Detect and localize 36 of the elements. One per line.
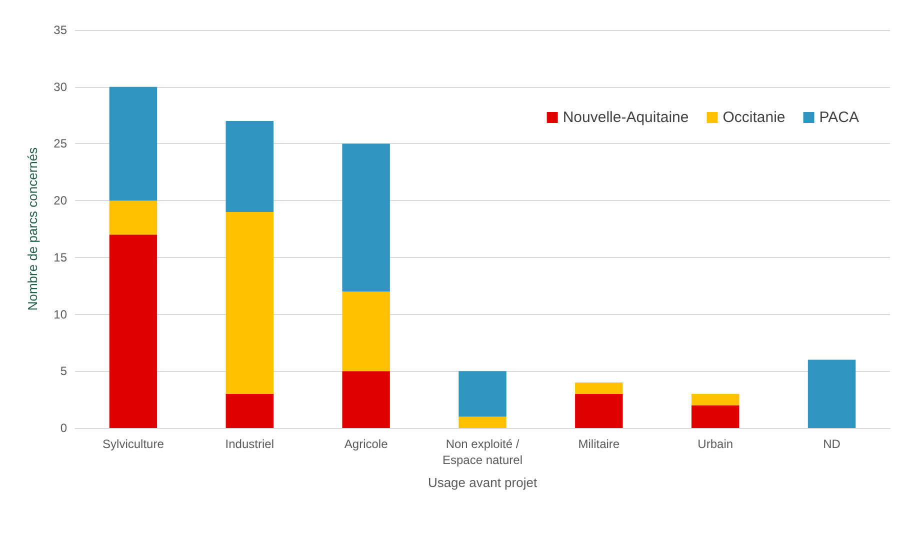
x-tick-label: ND [823,437,841,451]
x-tick-label: Agricole [344,437,388,451]
x-tick-label: Industriel [225,437,274,451]
bar [808,360,856,428]
bar [691,405,740,428]
bar [226,394,274,428]
legend-label: Nouvelle-Aquitaine [562,109,689,126]
bar [109,200,158,235]
legend-label: PACA [819,109,859,126]
y-tick-label: 0 [60,421,68,435]
bar [342,371,390,428]
y-tick-label: 5 [60,364,68,378]
bar [575,394,623,428]
x-tick-label: Non exploité / Espace naturel [442,437,523,467]
y-tick-label: 35 [54,23,68,37]
bar [342,144,390,292]
bar [109,234,158,428]
y-axis-title: Nombre de parcs concernés [25,146,40,311]
y-tick-label: 25 [54,136,68,151]
x-axis-title: Usage avant projet [428,475,538,490]
x-tick-label: Sylviculture [102,437,164,451]
y-tick-label: 30 [54,80,68,94]
y-tick-label: 20 [54,194,68,208]
bar [458,371,506,417]
bar [109,86,158,201]
y-tick-label: 10 [54,307,68,322]
legend-label: Occitanie [722,109,786,126]
bar [342,292,390,372]
bar [575,382,623,394]
bar [226,120,274,212]
x-tick-label: Militaire [578,437,620,451]
x-tick-label: Urbain [698,437,734,451]
y-tick-label: 15 [54,250,68,264]
bar [458,416,506,428]
bar [226,212,274,394]
bar [691,394,740,406]
